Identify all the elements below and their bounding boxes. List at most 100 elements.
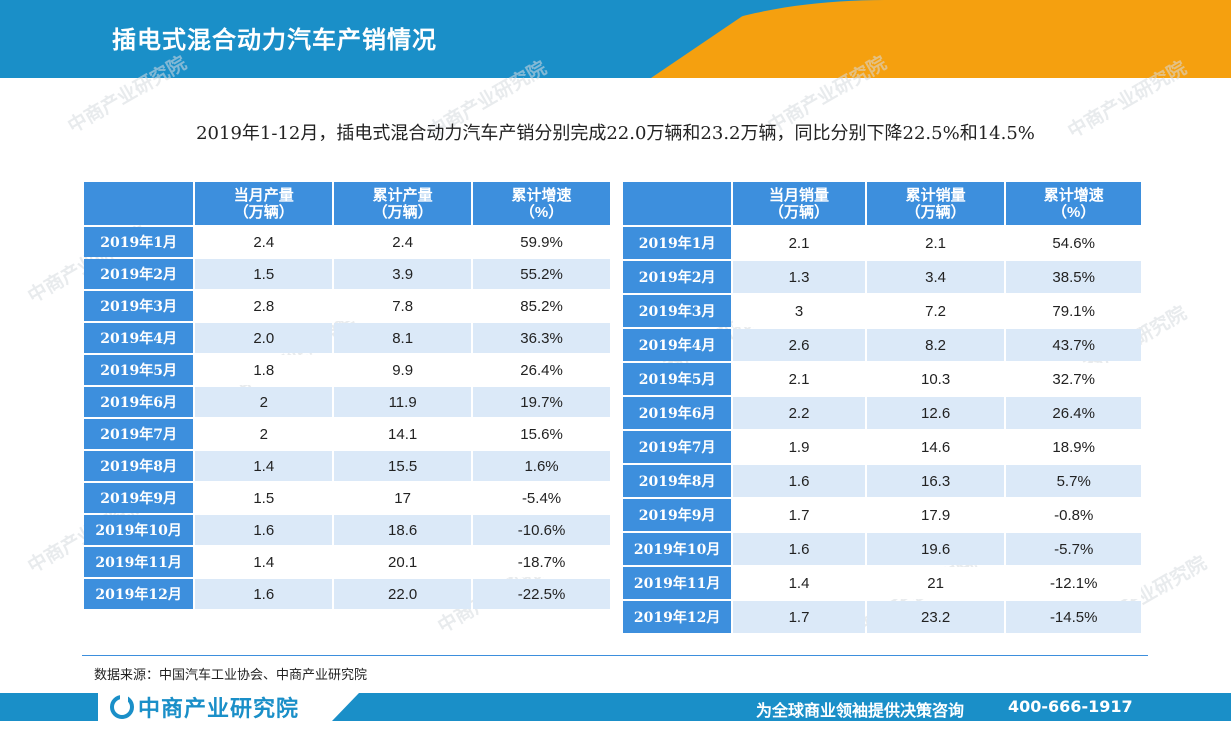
row-label: 2019年3月 [623, 295, 732, 327]
table-cell: 43.7% [1006, 329, 1141, 361]
table-cell: 26.4% [1006, 397, 1141, 429]
table-cell: 9.9 [334, 355, 472, 385]
table-cell: 15.5 [334, 451, 472, 481]
table-cell: 1.8 [195, 355, 333, 385]
table-cell: -14.5% [1006, 601, 1141, 633]
row-label: 2019年11月 [623, 567, 732, 599]
table-cell: 2.0 [195, 323, 333, 353]
table-cell: 19.7% [473, 387, 610, 417]
table-cell: 2 [195, 419, 333, 449]
table-cell: 2.1 [733, 363, 865, 395]
table-cell: 18.6 [334, 515, 472, 545]
row-label: 2019年10月 [84, 515, 194, 545]
row-label: 2019年4月 [84, 323, 194, 353]
table-cell: 14.1 [334, 419, 472, 449]
table-cell: 1.5 [195, 259, 333, 289]
table-cell: 7.8 [334, 291, 472, 321]
table-cell: 1.6 [195, 515, 333, 545]
table-cell: -10.6% [473, 515, 610, 545]
header-orange-accent [651, 0, 1231, 78]
footer-tagline: 为全球商业领袖提供决策咨询 [756, 701, 965, 720]
table-cell: 2.6 [733, 329, 865, 361]
table-cell: -18.7% [473, 547, 610, 577]
table-row: 2019年8月 1.6 16.3 5.7% [623, 465, 1141, 497]
table-cell: 1.6 [195, 579, 333, 609]
table-cell: 1.5 [195, 483, 333, 513]
row-label: 2019年7月 [623, 431, 732, 463]
footer-phone: 400-666-1917 [1008, 697, 1133, 716]
column-header: 累计增速 （%） [473, 182, 610, 225]
table-cell: 1.6% [473, 451, 610, 481]
logo-text: 中商产业研究院 [138, 697, 300, 722]
table-cell: 20.1 [334, 547, 472, 577]
column-header: 累计销量 （万辆） [866, 182, 1005, 225]
table-row: 2019年12月 1.7 23.2 -14.5% [623, 601, 1141, 633]
table-row: 2019年6月 2.2 12.6 26.4% [623, 397, 1141, 429]
table-cell: 12.6 [866, 397, 1005, 429]
row-label: 2019年9月 [84, 483, 194, 513]
row-label: 2019年2月 [623, 261, 732, 293]
table-cell: 22.0 [334, 579, 472, 609]
table-row: 2019年1月 2.1 2.1 54.6% [623, 227, 1141, 259]
table-row: 2019年1月 2.4 2.4 59.9% [84, 227, 610, 257]
table-row: 2019年3月 3 7.2 79.1% [623, 295, 1141, 327]
table-row: 2019年9月 1.7 17.9 -0.8% [623, 499, 1141, 531]
table-cell: 1.4 [195, 451, 333, 481]
table-row: 2019年9月 1.5 17 -5.4% [84, 483, 610, 513]
table-cell: 16.3 [866, 465, 1005, 497]
table-cell: 21 [866, 567, 1005, 599]
row-label: 2019年6月 [623, 397, 732, 429]
table-row: 2019年7月 1.9 14.6 18.9% [623, 431, 1141, 463]
table-cell: 2.1 [733, 227, 865, 259]
divider [82, 655, 1148, 656]
column-header [623, 182, 732, 225]
footer-bar-left [0, 693, 98, 721]
table-cell: 2.1 [866, 227, 1005, 259]
table-row: 2019年5月 2.1 10.3 32.7% [623, 363, 1141, 395]
table-cell: 1.9 [733, 431, 865, 463]
table-cell: 2 [195, 387, 333, 417]
summary-text: 2019年1-12月，插电式混合动力汽车产销分别完成22.0万辆和23.2万辆，… [196, 123, 1035, 144]
row-label: 2019年12月 [84, 579, 194, 609]
table-cell: 1.7 [733, 601, 865, 633]
table-cell: 54.6% [1006, 227, 1141, 259]
table-cell: 85.2% [473, 291, 610, 321]
table-cell: -5.7% [1006, 533, 1141, 565]
page-title: 插电式混合动力汽车产销情况 [112, 26, 437, 54]
table-row: 2019年4月 2.6 8.2 43.7% [623, 329, 1141, 361]
column-header [84, 182, 194, 225]
table-row: 2019年2月 1.5 3.9 55.2% [84, 259, 610, 289]
table-row: 2019年3月 2.8 7.8 85.2% [84, 291, 610, 321]
table-cell: 2.4 [195, 227, 333, 257]
table-row: 2019年5月 1.8 9.9 26.4% [84, 355, 610, 385]
table-cell: 8.1 [334, 323, 472, 353]
table-cell: 2.4 [334, 227, 472, 257]
production-table: 当月产量 （万辆） 累计产量 （万辆） 累计增速 （%） 2019年1月 2.4 2… [82, 180, 612, 611]
row-label: 2019年11月 [84, 547, 194, 577]
table-cell: 1.6 [733, 533, 865, 565]
table-cell: -5.4% [473, 483, 610, 513]
table-cell: 3 [733, 295, 865, 327]
row-label: 2019年6月 [84, 387, 194, 417]
table-cell: 10.3 [866, 363, 1005, 395]
row-label: 2019年10月 [623, 533, 732, 565]
table-cell: 7.2 [866, 295, 1005, 327]
table-cell: 1.4 [195, 547, 333, 577]
column-header: 累计增速 （%） [1006, 182, 1141, 225]
table-row: 2019年7月 2 14.1 15.6% [84, 419, 610, 449]
logo: 中商产业研究院 [110, 693, 300, 722]
table-row: 2019年12月 1.6 22.0 -22.5% [84, 579, 610, 609]
table-cell: 23.2 [866, 601, 1005, 633]
table-cell: 3.9 [334, 259, 472, 289]
row-label: 2019年8月 [84, 451, 194, 481]
table-cell: 59.9% [473, 227, 610, 257]
row-label: 2019年12月 [623, 601, 732, 633]
table-cell: 32.7% [1006, 363, 1141, 395]
logo-icon [110, 695, 134, 719]
row-label: 2019年8月 [623, 465, 732, 497]
table-cell: 17.9 [866, 499, 1005, 531]
table-row: 2019年8月 1.4 15.5 1.6% [84, 451, 610, 481]
table-cell: 19.6 [866, 533, 1005, 565]
data-source: 数据来源：中国汽车工业协会、中商产业研究院 [94, 668, 368, 683]
table-cell: 26.4% [473, 355, 610, 385]
